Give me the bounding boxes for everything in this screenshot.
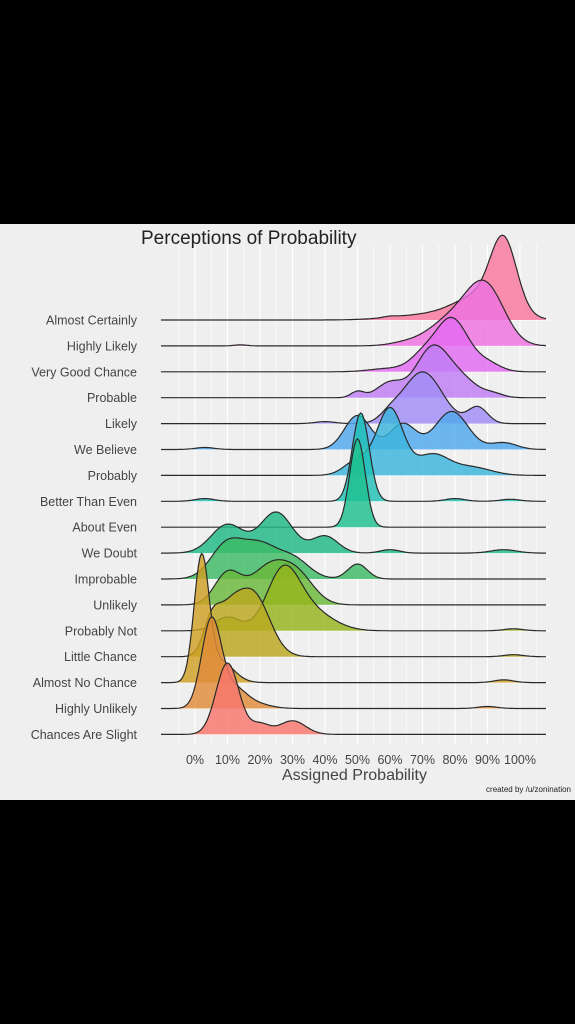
x-tick-label: 0% xyxy=(186,753,204,767)
x-tick-label: 70% xyxy=(410,753,435,767)
ridges xyxy=(160,234,547,735)
y-label: Almost No Chance xyxy=(33,676,137,690)
y-label: Highly Unlikely xyxy=(55,702,138,716)
ridge-line xyxy=(160,511,546,554)
y-label: Probably Not xyxy=(65,624,138,638)
ridge-area xyxy=(160,411,546,450)
y-label: We Doubt xyxy=(82,547,138,561)
y-label: Improbable xyxy=(74,573,137,587)
y-label: Little Chance xyxy=(64,650,137,664)
ridge-line xyxy=(160,662,546,735)
chart-title: Perceptions of Probability xyxy=(141,228,357,249)
ridge-area xyxy=(160,588,546,657)
y-label: Probable xyxy=(87,391,137,405)
ridge-probable xyxy=(160,344,546,399)
ridge-line xyxy=(160,537,546,580)
ridge-highly-unlikely xyxy=(160,616,546,710)
credit-text: created by /u/zonination xyxy=(486,785,571,794)
x-tick-label: 50% xyxy=(345,753,370,767)
y-label: We Believe xyxy=(74,443,137,457)
ridge-about-even xyxy=(160,437,546,528)
ridge-line xyxy=(160,316,546,373)
y-label: Likely xyxy=(105,417,138,431)
y-label: Probably xyxy=(88,469,138,483)
x-axis-ticks: 0% 10% 20% 30% 40% 50% 60% 70% 80% 90% 100% xyxy=(186,753,536,767)
x-tick-label: 30% xyxy=(280,753,305,767)
y-label: Unlikely xyxy=(93,598,138,612)
ridge-line xyxy=(160,412,546,502)
x-tick-label: 80% xyxy=(442,753,467,767)
x-tick-label: 60% xyxy=(377,753,402,767)
ridge-area xyxy=(160,235,546,320)
ridge-line xyxy=(160,559,546,606)
y-label: Highly Likely xyxy=(67,339,138,353)
x-tick-label: 10% xyxy=(215,753,240,767)
ridge-area xyxy=(160,438,546,528)
ridge-area xyxy=(160,537,546,579)
ridge-line xyxy=(160,234,547,321)
ridge-highly-likely xyxy=(160,279,547,347)
ridge-line xyxy=(160,587,546,658)
y-label: Better Than Even xyxy=(40,495,137,509)
ridge-almost-certainly xyxy=(160,234,547,321)
y-label: Almost Certainly xyxy=(46,314,138,328)
x-tick-label: 40% xyxy=(312,753,337,767)
ridge-line xyxy=(160,410,547,451)
ridge-area xyxy=(160,280,546,346)
ridge-little-chance xyxy=(160,587,546,658)
x-axis-label: Assigned Probability xyxy=(282,767,427,784)
x-tick-label: 20% xyxy=(247,753,272,767)
x-tick-label: 100% xyxy=(504,753,536,767)
ridge-line xyxy=(160,344,546,399)
ridge-line xyxy=(160,279,547,347)
y-label: Very Good Chance xyxy=(31,365,137,379)
x-tick-label: 90% xyxy=(475,753,500,767)
y-axis-labels: Almost Certainly Highly Likely Very Good C… xyxy=(31,314,138,742)
ridge-area xyxy=(160,617,546,709)
ridge-chances-are-slight xyxy=(160,662,546,735)
y-label: About Even xyxy=(72,521,137,535)
ridge-area xyxy=(160,663,546,735)
ridge-we-believe xyxy=(160,410,547,451)
ridge-improbable xyxy=(160,537,546,580)
ridge-area xyxy=(160,371,546,424)
ridge-line xyxy=(160,616,546,710)
y-label: Chances Are Slight xyxy=(31,728,138,742)
